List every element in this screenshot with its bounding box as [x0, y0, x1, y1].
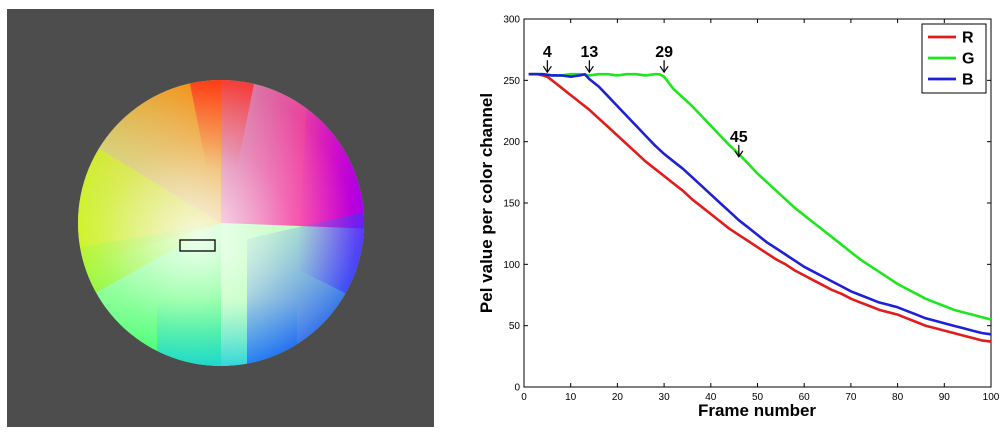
- y-tick-label-6: 300: [503, 15, 520, 26]
- chart-svg: 0 10 20 30 40 50 60 70 80 90 100 0 50 100 150 200 250 300…: [477, 15, 1000, 421]
- legend-label-b: B: [962, 72, 974, 89]
- x-tick-label-0: 0: [521, 392, 527, 403]
- annotation-4: 4: [542, 44, 552, 74]
- series-lines: [528, 72, 992, 343]
- y-tick-label-4: 200: [503, 137, 520, 148]
- annotation-45: 45: [730, 129, 748, 158]
- y-tick-label-1: 50: [509, 321, 521, 332]
- y-tick-label-0: 0: [514, 383, 520, 394]
- selection-rectangle: [179, 239, 216, 252]
- x-tick-label-1: 10: [565, 392, 577, 403]
- annotation-arrow-head-0: [542, 65, 552, 74]
- series-line-g: [528, 72, 992, 321]
- legend: RGB: [921, 23, 987, 94]
- color-sphere-figure: [7, 9, 434, 427]
- annotation-label-0: 4: [543, 44, 552, 61]
- plot-area: [523, 18, 992, 388]
- y-axis-label: Pel value per color channel: [477, 93, 496, 313]
- annotation-29: 29: [655, 44, 673, 74]
- x-tick-label-8: 80: [892, 392, 904, 403]
- annotation-arrow-head-1: [584, 65, 594, 74]
- y-tick-label-5: 250: [503, 76, 520, 87]
- annotation-13: 13: [580, 44, 598, 74]
- color-sphere-panel: [7, 9, 434, 427]
- axis-ticks: 0 10 20 30 40 50 60 70 80 90 100 0 50 100 150 200 250 300: [503, 15, 999, 404]
- x-tick-label-2: 20: [612, 392, 624, 403]
- annotation-arrow-head-3: [734, 150, 744, 158]
- y-tick-label-3: 150: [503, 199, 520, 210]
- x-tick-label-10: 100: [983, 392, 1000, 403]
- annotation-label-1: 13: [580, 44, 598, 61]
- x-tick-label-4: 40: [705, 392, 717, 403]
- y-tick-label-2: 100: [503, 260, 520, 271]
- x-axis-label: Frame number: [698, 401, 816, 420]
- series-line-r: [528, 72, 992, 343]
- legend-label-r: R: [962, 30, 974, 47]
- annotation-label-3: 45: [730, 129, 748, 146]
- pel-value-chart: 0 10 20 30 40 50 60 70 80 90 100 0 50 100 150 200 250 300…: [470, 0, 1000, 430]
- x-tick-label-3: 30: [659, 392, 671, 403]
- x-tick-label-6: 60: [799, 392, 811, 403]
- legend-label-g: G: [962, 51, 974, 68]
- annotation-label-2: 29: [655, 44, 673, 61]
- series-line-b: [528, 72, 992, 336]
- annotation-arrow-head-2: [659, 65, 669, 74]
- x-tick-label-5: 50: [752, 392, 764, 403]
- x-tick-label-9: 90: [939, 392, 951, 403]
- annotations: 4 13 29 45: [542, 44, 748, 158]
- x-tick-label-7: 70: [845, 392, 857, 403]
